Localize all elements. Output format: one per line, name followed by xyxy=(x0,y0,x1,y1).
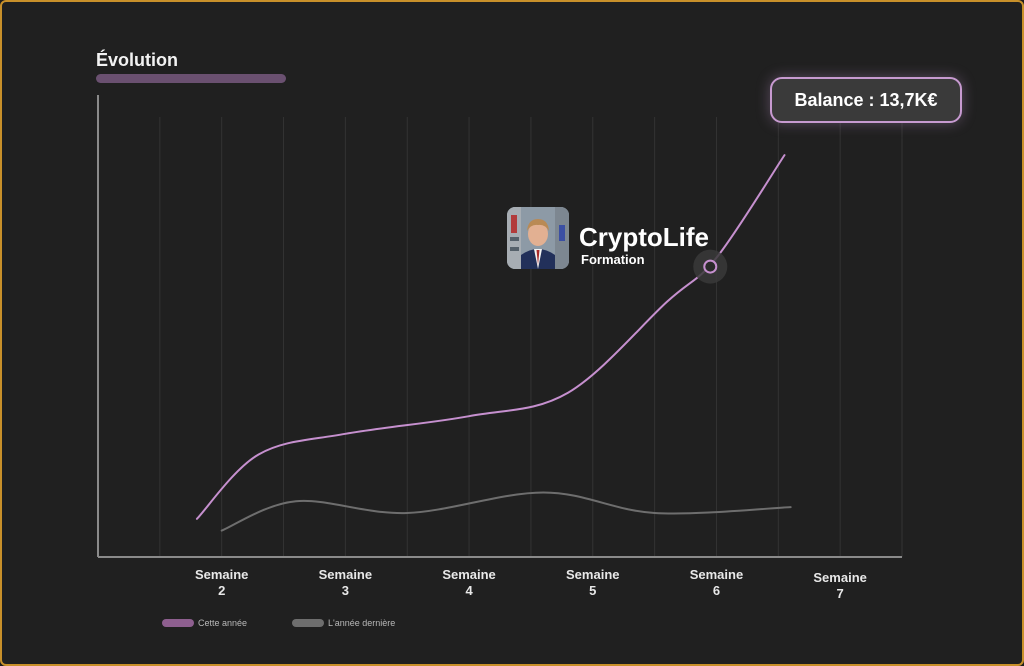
legend-swatch-last-year xyxy=(292,619,324,627)
legend-label-last-year: L'année dernière xyxy=(328,618,396,628)
balance-badge: Balance : 13,7K€ xyxy=(770,77,962,123)
series-line-last-year xyxy=(220,491,792,532)
brand-subtitle: Formation xyxy=(581,252,645,267)
legend-swatch-this-year xyxy=(162,619,194,627)
x-tick-label: Semaine 2 xyxy=(194,567,249,598)
brand-name: CryptoLife xyxy=(579,222,709,252)
x-tick-label: Semaine 7 xyxy=(813,570,867,601)
x-tick-label: Semaine 6 xyxy=(689,567,744,598)
brand-block: CryptoLife Formation xyxy=(507,207,709,269)
legend-item-this-year: Cette année xyxy=(162,618,247,628)
x-tick-label: Semaine 3 xyxy=(318,567,373,598)
x-tick-label: Semaine 4 xyxy=(442,567,496,598)
brand-avatar xyxy=(507,207,569,269)
x-tick-label: Semaine 5 xyxy=(566,567,620,598)
legend-label-this-year: Cette année xyxy=(198,618,248,628)
chart-title: Évolution xyxy=(96,50,178,70)
title-underline-bar xyxy=(96,74,286,83)
avatar-portrait-icon xyxy=(507,207,569,269)
highlight-point xyxy=(703,259,718,274)
legend-item-last-year: L'année dernière xyxy=(292,618,395,628)
